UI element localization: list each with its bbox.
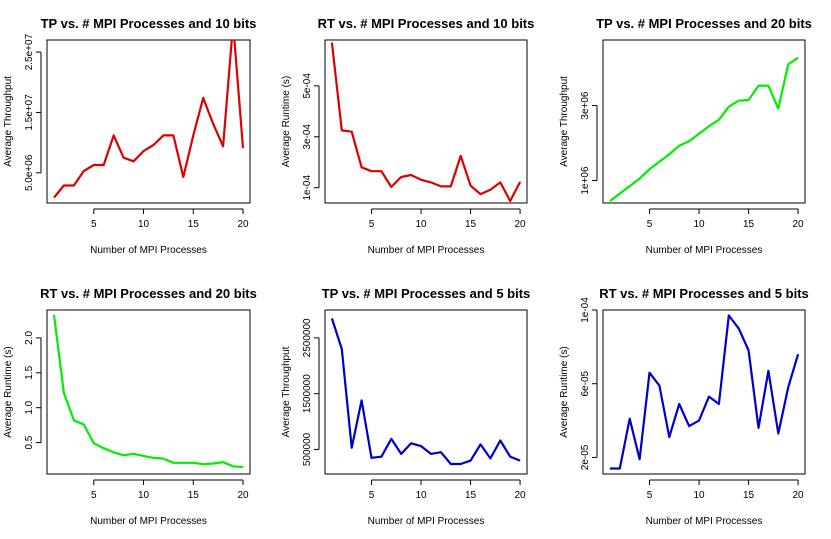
y-axis-label: Average Throughput — [559, 76, 570, 167]
x-tick-label: 15 — [465, 219, 477, 230]
chart-title: TP vs. # MPI Processes and 10 bits — [41, 16, 257, 31]
plot-frame — [46, 309, 251, 475]
x-axis-label: Number of MPI Processes — [90, 245, 207, 256]
y-tick-label: 2.5e+07 — [24, 33, 35, 70]
x-tick-label: 20 — [237, 219, 249, 230]
y-tick-label: 1.5 — [24, 365, 35, 379]
y-tick-label: 500000 — [302, 432, 313, 466]
x-tick-label: 20 — [515, 490, 527, 501]
plot-frame — [602, 39, 806, 204]
x-tick-label: 10 — [693, 219, 705, 230]
plot-frame — [324, 309, 528, 475]
data-series-line — [53, 40, 245, 199]
x-tick-label: 5 — [91, 219, 97, 230]
x-tick-label: 10 — [138, 219, 150, 230]
y-tick-label: 5.0e+06 — [24, 154, 35, 191]
y-tick-label: 1.5e+07 — [24, 94, 35, 131]
chart-panel-5: TP vs. # MPI Processes and 5 bits 5 10 15 20… — [281, 286, 530, 527]
y-tick-label: 1e-04 — [580, 297, 591, 323]
chart-panel-6: RT vs. # MPI Processes and 5 bits 5 10 15 20… — [559, 286, 809, 527]
y-axis-label: Average Throughput — [3, 76, 14, 167]
data-series-line — [330, 42, 522, 203]
x-axis-label: Number of MPI Processes — [368, 516, 485, 527]
y-tick-label: 2e-05 — [580, 444, 591, 470]
y-tick-label: 3e-04 — [302, 124, 313, 150]
y-tick-label: 0.5 — [24, 435, 35, 449]
x-tick-label: 10 — [415, 219, 427, 230]
x-tick-label: 15 — [188, 490, 200, 501]
x-tick-label: 15 — [743, 490, 755, 501]
y-tick-label: 1500000 — [302, 374, 313, 413]
x-tick-label: 20 — [793, 490, 805, 501]
x-axis-label: Number of MPI Processes — [368, 245, 485, 256]
plot-frame — [324, 39, 528, 204]
data-series-line — [609, 314, 800, 470]
x-axis-label: Number of MPI Processes — [646, 516, 763, 527]
x-tick-label: 5 — [647, 219, 653, 230]
x-tick-label: 10 — [138, 490, 150, 501]
y-axis-label: Average Runtime (s) — [281, 76, 292, 168]
x-tick-label: 5 — [91, 490, 97, 501]
data-series-line — [609, 56, 799, 202]
x-tick-label: 10 — [693, 490, 705, 501]
plot-frame — [46, 39, 251, 204]
plot-frame — [602, 309, 806, 475]
x-tick-label: 20 — [237, 490, 249, 501]
y-tick-label: 2500000 — [302, 318, 313, 357]
y-tick-label: 1e-04 — [302, 174, 313, 200]
x-tick-label: 20 — [515, 219, 527, 230]
x-tick-label: 20 — [793, 219, 805, 230]
x-tick-label: 15 — [465, 490, 477, 501]
chart-title: TP vs. # MPI Processes and 20 bits — [596, 16, 812, 31]
y-tick-label: 1e+06 — [580, 166, 591, 195]
x-tick-label: 15 — [743, 219, 755, 230]
y-tick-label: 6e-05 — [580, 370, 591, 396]
chart-panel-4: RT vs. # MPI Processes and 20 bits 5 10 15 2… — [3, 286, 257, 527]
y-tick-label: 5e-04 — [302, 73, 313, 99]
data-series-line — [52, 314, 244, 469]
chart-panel-2: RT vs. # MPI Processes and 10 bits 5 10 15 2… — [281, 16, 534, 256]
x-tick-label: 15 — [188, 219, 200, 230]
y-tick-label: 3e+06 — [580, 91, 591, 120]
y-axis-label: Average Throughput — [281, 346, 292, 437]
chart-title: RT vs. # MPI Processes and 20 bits — [40, 286, 257, 301]
chart-title: RT vs. # MPI Processes and 10 bits — [318, 16, 535, 31]
y-axis-label: Average Runtime (s) — [559, 346, 570, 438]
x-tick-label: 5 — [647, 490, 653, 501]
y-axis-label: Average Runtime (s) — [3, 346, 14, 438]
x-tick-label: 10 — [415, 490, 427, 501]
y-tick-label: 1.0 — [24, 400, 35, 414]
chart-panel-3: TP vs. # MPI Processes and 20 bits 5 10 15 2… — [559, 16, 812, 256]
x-tick-label: 5 — [369, 490, 375, 501]
chart-panel-1: TP vs. # MPI Processes and 10 bits 5 10 15 2… — [3, 16, 256, 256]
chart-title: RT vs. # MPI Processes and 5 bits — [599, 286, 809, 301]
data-series-line — [330, 318, 521, 466]
x-axis-label: Number of MPI Processes — [646, 245, 763, 256]
x-axis-label: Number of MPI Processes — [90, 516, 207, 527]
x-tick-label: 5 — [369, 219, 375, 230]
chart-title: TP vs. # MPI Processes and 5 bits — [322, 286, 531, 301]
y-tick-label: 2.0 — [24, 331, 35, 345]
